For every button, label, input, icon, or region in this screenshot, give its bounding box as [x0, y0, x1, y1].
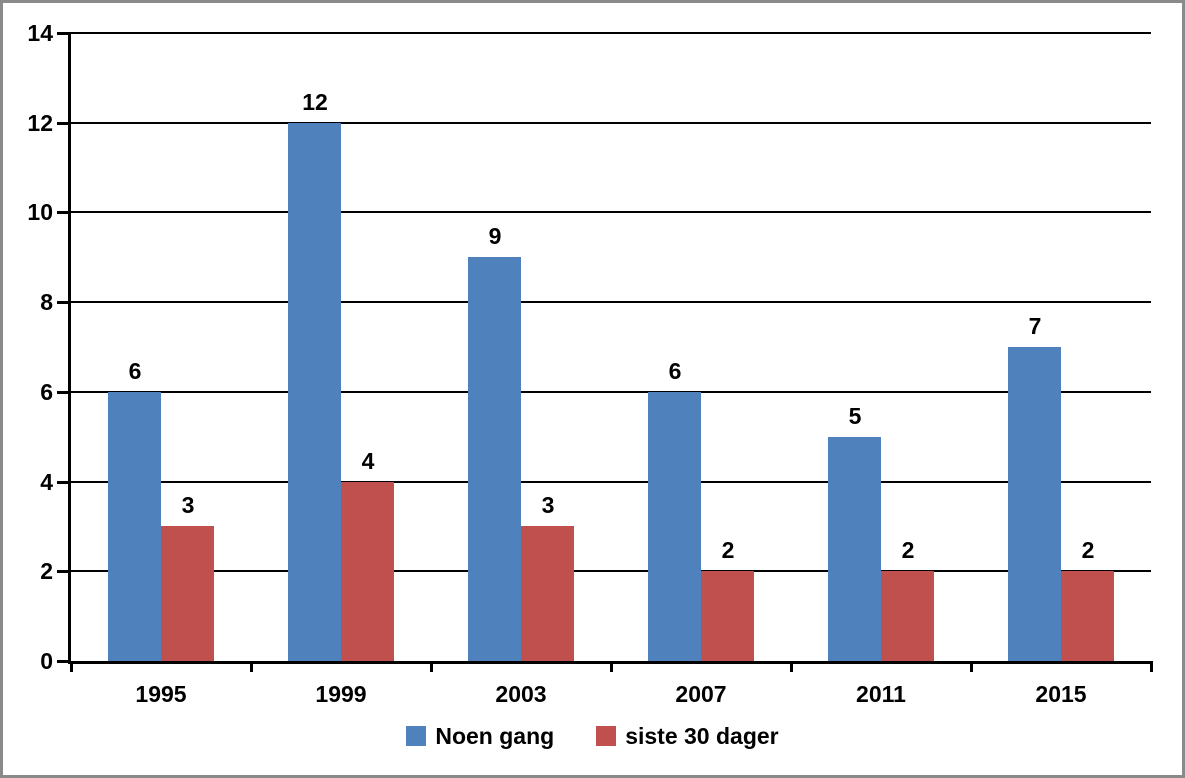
bar-2015-siste-30-dager	[1061, 571, 1114, 661]
bar-2011-siste-30-dager	[881, 571, 934, 661]
bar-value-label: 3	[181, 492, 195, 518]
x-tick-label-2011: 2011	[856, 681, 906, 707]
gridline-y6	[71, 391, 1151, 393]
bar-value-label: 4	[361, 448, 375, 474]
y-tick-12	[57, 122, 71, 125]
bar-2007-siste-30-dager	[701, 571, 754, 661]
bar-2003-siste-30-dager	[521, 526, 574, 661]
gridline-y12	[71, 122, 1151, 124]
bar-1995-noen-gang	[108, 392, 161, 661]
legend-label: Noen gang	[435, 723, 555, 749]
bar-value-label: 2	[1081, 537, 1095, 563]
x-tick-label-2003: 2003	[495, 681, 547, 707]
x-tick-3	[610, 661, 613, 672]
bar-1999-noen-gang	[288, 123, 341, 661]
x-tick-label-2007: 2007	[675, 681, 727, 707]
bar-value-label: 5	[848, 403, 862, 429]
gridline-y8	[71, 301, 1151, 303]
y-tick-14	[57, 32, 71, 35]
y-tick-label: 4	[40, 469, 53, 495]
y-tick-label: 12	[27, 110, 53, 136]
y-tick-10	[57, 211, 71, 214]
y-tick-4	[57, 481, 71, 484]
bar-value-label: 7	[1028, 313, 1042, 339]
bar-2003-noen-gang	[468, 257, 521, 661]
x-tick-4	[790, 661, 793, 672]
bar-value-label: 12	[302, 89, 328, 115]
x-tick-label-1995: 1995	[135, 681, 187, 707]
bar-2015-noen-gang	[1008, 347, 1061, 661]
plot-area: 6 3 12 4 9 3 6 2 5 2 7 2	[68, 32, 1151, 664]
y-tick-8	[57, 301, 71, 304]
bar-1995-siste-30-dager	[161, 526, 214, 661]
legend-item-siste-30-dager: siste 30 dager	[596, 723, 779, 749]
legend-item-noen-gang: Noen gang	[406, 723, 554, 749]
x-tick-6	[1150, 661, 1153, 672]
legend-label: siste 30 dager	[625, 723, 779, 749]
bar-2011-noen-gang	[828, 437, 881, 661]
y-tick-6	[57, 391, 71, 394]
x-tick-2	[430, 661, 433, 672]
legend: Noen gang siste 30 dager	[3, 723, 1182, 749]
bar-value-label: 6	[128, 358, 142, 384]
y-tick-label: 10	[27, 199, 53, 225]
gridline-y10	[71, 211, 1151, 213]
x-tick-label-1999: 1999	[315, 681, 367, 707]
y-tick-label: 2	[40, 558, 53, 584]
bar-value-label: 6	[668, 358, 682, 384]
bar-value-label: 2	[721, 537, 735, 563]
gridline-y2	[71, 570, 1151, 572]
legend-swatch-icon	[596, 726, 617, 746]
y-tick-label: 6	[40, 379, 53, 405]
gridline-y4	[71, 481, 1151, 483]
x-tick-1	[250, 661, 253, 672]
y-tick-2	[57, 570, 71, 573]
y-tick-0	[57, 660, 71, 663]
x-tick-0	[70, 661, 73, 672]
gridline-y14	[71, 32, 1151, 34]
bar-2007-noen-gang	[648, 392, 701, 661]
y-tick-label: 14	[27, 20, 53, 46]
y-tick-label: 8	[40, 289, 53, 315]
bar-1999-siste-30-dager	[341, 482, 394, 661]
bar-value-label: 9	[488, 223, 502, 249]
y-tick-label: 0	[40, 648, 53, 674]
legend-swatch-icon	[406, 726, 427, 746]
x-tick-5	[970, 661, 973, 672]
bar-value-label: 3	[541, 492, 555, 518]
bar-value-label: 2	[901, 537, 915, 563]
x-tick-label-2015: 2015	[1035, 681, 1087, 707]
